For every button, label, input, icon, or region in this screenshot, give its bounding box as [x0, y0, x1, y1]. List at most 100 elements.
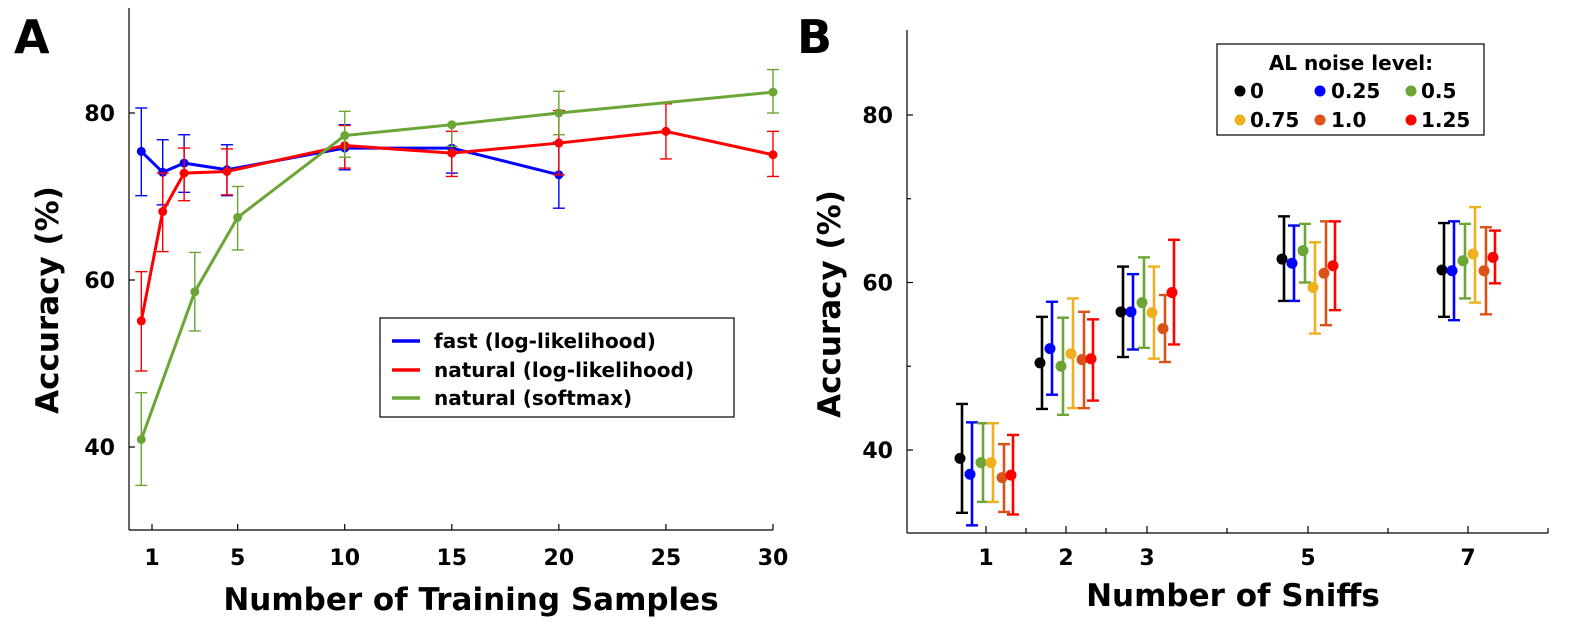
data-point-noise-0: [1115, 306, 1127, 318]
legend-marker-125: [1405, 114, 1417, 126]
data-point-noise-0-5: [1457, 255, 1469, 267]
legend-label-10: 1.0: [1331, 108, 1366, 132]
panel-b-y-label: Accuracy (%): [812, 190, 848, 418]
legend-marker-10: [1314, 114, 1326, 126]
data-point-natural-log-likelihood: [179, 168, 189, 178]
data-point-fast-log-likelihood: [136, 146, 146, 156]
legend-label-fast: fast (log-likelihood): [434, 329, 656, 353]
series-noise-1-0: [996, 220, 1492, 514]
x-tick-label-2: 2: [1058, 546, 1073, 571]
data-point-noise-0-5: [1297, 245, 1309, 257]
data-point-noise-0-5: [1136, 297, 1148, 309]
x-tick-label-5: 5: [230, 546, 245, 571]
series-noise-0: [954, 215, 1450, 515]
data-point-noise-1-25: [1487, 251, 1499, 263]
x-tick-label-1: 1: [144, 546, 159, 571]
x-tick-label-10: 10: [329, 546, 360, 571]
y-tick-label-40: 40: [862, 439, 893, 464]
panel-b: B 1 2 3 5 7 40 60 80 Number of Sniffs Accuracy …: [797, 10, 1549, 614]
legend-label-075: 0.75: [1250, 108, 1299, 132]
data-point-noise-1-0: [1157, 323, 1169, 335]
panel-b-legend: AL noise level: 0 0.25 0.5 0.75 1.0 1.25: [1216, 43, 1485, 136]
data-point-noise-0-75: [985, 457, 997, 469]
x-tick-label-30: 30: [758, 546, 789, 571]
data-point-noise-0: [954, 452, 966, 464]
data-point-noise-0-5: [1055, 360, 1067, 372]
data-point-noise-0-5: [975, 457, 987, 469]
series-noise-0-25: [964, 220, 1460, 527]
panel-a-series: [135, 68, 779, 487]
data-point-noise-1-0: [1318, 267, 1330, 279]
panel-a-letter: A: [14, 10, 50, 64]
legend-marker-025: [1314, 85, 1326, 97]
data-point-natural-softmax: [233, 212, 243, 222]
data-point-noise-0: [1034, 357, 1046, 369]
data-point-noise-1-25: [1166, 287, 1178, 299]
y-tick-label-40: 40: [84, 436, 115, 461]
y-tick-label-80: 80: [84, 102, 115, 127]
data-point-noise-0-75: [1307, 282, 1319, 294]
legend-label-0: 0: [1250, 79, 1264, 103]
data-point-noise-0-75: [1146, 307, 1158, 319]
series-noise-0-75: [985, 205, 1481, 504]
data-point-noise-0-25: [964, 468, 976, 480]
data-point-noise-1-25: [1005, 469, 1017, 481]
x-tick-label-20: 20: [544, 546, 575, 571]
x-tick-label-5: 5: [1300, 546, 1315, 571]
data-point-noise-0-25: [1286, 257, 1298, 269]
data-point-natural-softmax: [447, 120, 457, 130]
panel-b-letter: B: [797, 10, 832, 64]
panel-a-legend: fast (log-likelihood) natural (log-likel…: [379, 317, 735, 418]
series-line-natural-log-likelihood: [139, 129, 774, 322]
series-noise-1-25: [1005, 220, 1501, 516]
data-point-natural-log-likelihood: [136, 316, 146, 326]
data-point-natural-log-likelihood: [222, 166, 232, 176]
data-point-natural-softmax: [190, 287, 200, 297]
data-point-natural-log-likelihood: [554, 138, 564, 148]
data-point-noise-0: [1276, 253, 1288, 265]
data-point-noise-1-0: [1076, 354, 1088, 366]
data-point-fast-log-likelihood: [158, 167, 168, 177]
y-tick-label-60: 60: [862, 272, 893, 297]
legend-marker-075: [1234, 114, 1246, 126]
data-point-natural-log-likelihood: [158, 207, 168, 217]
data-point-natural-log-likelihood: [661, 126, 671, 136]
legend-label-05: 0.5: [1421, 79, 1456, 103]
legend-label-natural-ll: natural (log-likelihood): [434, 358, 694, 382]
legend-label-natural-softmax: natural (softmax): [434, 386, 632, 410]
data-point-noise-1-25: [1327, 260, 1339, 272]
data-point-noise-1-0: [1478, 265, 1490, 277]
data-point-noise-0-25: [1446, 265, 1458, 277]
data-point-natural-softmax: [136, 434, 146, 444]
data-point-natural-softmax: [340, 131, 350, 141]
data-point-noise-1-0: [996, 472, 1008, 484]
data-point-noise-0-75: [1065, 348, 1077, 360]
panel-b-series: [954, 205, 1501, 527]
panel-b-x-label: Number of Sniffs: [1086, 578, 1380, 614]
legend-marker-05: [1405, 85, 1417, 97]
data-point-noise-0: [1436, 264, 1448, 276]
x-tick-label-7: 7: [1460, 546, 1475, 571]
y-tick-label-80: 80: [862, 104, 893, 129]
panel-a-legend-box: [379, 317, 735, 418]
series-line-fast-log-likelihood: [140, 146, 560, 177]
data-point-noise-0-25: [1044, 343, 1056, 355]
data-point-noise-0-75: [1467, 248, 1479, 260]
series-fast-log-likelihood: [135, 107, 565, 209]
legend-label-025: 0.25: [1331, 79, 1380, 103]
data-point-noise-0-25: [1125, 306, 1137, 318]
legend-label-125: 1.25: [1421, 108, 1470, 132]
panel-b-legend-title: AL noise level:: [1269, 51, 1433, 75]
panel-a-y-label: Accuracy (%): [30, 186, 66, 414]
panel-b-ticks: 1 2 3 5 7 40 60 80: [862, 104, 1549, 571]
legend-marker-0: [1234, 85, 1246, 97]
x-tick-label-25: 25: [651, 546, 682, 571]
data-point-noise-1-25: [1085, 353, 1097, 365]
series-natural-softmax: [135, 68, 779, 487]
panel-b-legend-box: [1216, 43, 1485, 136]
x-tick-label-15: 15: [436, 546, 467, 571]
y-tick-label-60: 60: [84, 269, 115, 294]
